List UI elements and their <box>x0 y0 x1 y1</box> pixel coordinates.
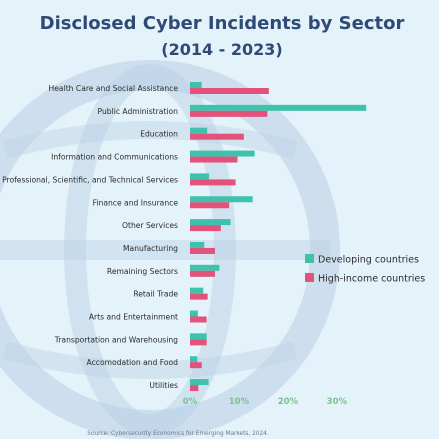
category-label: Education <box>140 130 178 139</box>
globe-watermark-icon <box>0 60 340 439</box>
category-label: Health Care and Social Assistance <box>49 84 179 93</box>
category-label: Utilities <box>149 381 178 390</box>
bar-developing <box>190 104 367 111</box>
bar-high-income <box>190 133 244 140</box>
source-note: Source: Cybersecurity Economics for Emer… <box>87 431 269 437</box>
category-label: Accomodation and Food <box>87 358 179 367</box>
category-label: Arts and Entertainment <box>89 313 178 322</box>
bar-developing <box>190 196 253 203</box>
chart-subtitle: (2014 - 2023) <box>161 40 282 59</box>
x-tick-label: 30% <box>327 397 348 407</box>
bar-high-income <box>190 110 268 117</box>
bar-developing <box>190 333 207 340</box>
bar-developing <box>190 356 198 363</box>
bar-developing <box>190 173 210 180</box>
bar-high-income <box>190 270 215 277</box>
bar-high-income <box>190 385 199 392</box>
legend-label: High-income countries <box>318 274 425 285</box>
x-tick-label: 10% <box>229 397 250 407</box>
bar-high-income <box>190 179 236 186</box>
bar-developing <box>190 287 204 294</box>
x-axis-ticks: 0% 10% 20% 30% <box>183 397 348 407</box>
chart-title: Disclosed Cyber Incidents by Sector <box>40 13 405 34</box>
bar-high-income <box>190 156 238 163</box>
bar-developing <box>190 82 202 88</box>
category-label: Transportation and Warehousing <box>54 335 178 344</box>
bar-high-income <box>190 88 269 94</box>
legend-label: Developing countries <box>318 255 419 266</box>
bar-developing <box>190 264 220 271</box>
category-label: Finance and Insurance <box>93 198 179 207</box>
x-tick-label: 20% <box>278 397 299 407</box>
bar-developing <box>190 241 205 248</box>
bars <box>190 82 367 392</box>
bar-high-income <box>190 316 207 323</box>
category-label: Manufacturing <box>123 244 178 253</box>
x-tick-label: 0% <box>183 397 198 407</box>
bar-developing <box>190 127 208 134</box>
category-label: Public Administration <box>98 107 179 116</box>
category-label: Remaining Sectors <box>107 267 178 276</box>
bar-high-income <box>190 247 215 254</box>
category-label: Other Services <box>122 221 178 230</box>
category-labels: Health Care and Social Assistance Public … <box>2 84 178 390</box>
bar-high-income <box>190 202 230 209</box>
bar-high-income <box>190 339 207 346</box>
legend: Developing countries High-income countrie… <box>305 254 425 285</box>
bar-high-income <box>190 225 221 232</box>
category-label: Professional, Scientific, and Technical … <box>2 175 178 184</box>
bar-developing <box>190 379 209 386</box>
bar-developing <box>190 310 198 317</box>
category-label: Information and Communications <box>51 153 178 162</box>
legend-swatch-developing <box>305 254 314 263</box>
category-label: Retail Trade <box>133 290 178 299</box>
legend-swatch-high-income <box>305 273 314 282</box>
bar-high-income <box>190 293 208 300</box>
bar-high-income <box>190 362 202 369</box>
bar-developing <box>190 219 231 226</box>
bar-developing <box>190 150 255 157</box>
